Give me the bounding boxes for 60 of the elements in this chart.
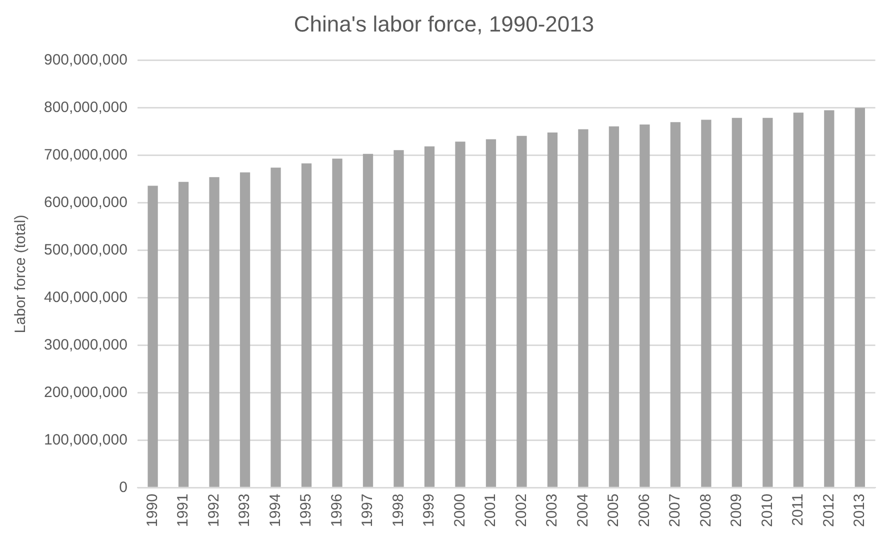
y-tick-label: 200,000,000 — [44, 384, 128, 401]
x-tick-label: 2002 — [512, 494, 530, 528]
x-tick-label: 2000 — [451, 494, 468, 528]
x-tick-label: 2007 — [666, 494, 684, 528]
y-tick-label: 400,000,000 — [44, 288, 128, 306]
x-tick-label: 2011 — [790, 494, 807, 526]
x-tick-label: 1991 — [174, 494, 192, 528]
y-tick-label: 600,000,000 — [44, 194, 128, 211]
y-tick-label: 900,000,000 — [44, 52, 128, 69]
bar — [701, 120, 712, 487]
y-tick-label: 100,000,000 — [44, 431, 128, 448]
x-tick-label: 1998 — [390, 494, 407, 528]
bar — [608, 126, 620, 487]
x-tick-label: 2010 — [758, 494, 776, 528]
y-axis-title: Labor force (total) — [12, 214, 30, 334]
x-tick-label: 1995 — [298, 494, 315, 528]
bar — [178, 182, 189, 487]
x-tick-label: 2009 — [728, 494, 746, 528]
bar — [424, 146, 435, 487]
x-tick-label: 1994 — [266, 494, 284, 528]
bar — [148, 186, 158, 487]
bar — [762, 118, 773, 487]
x-tick-label: 1997 — [359, 494, 376, 528]
bar — [854, 108, 865, 487]
bar — [332, 158, 342, 487]
chart-title: China's labor force, 1990-2013 — [294, 11, 594, 36]
x-tick-label: 2001 — [482, 494, 500, 528]
bar — [732, 118, 742, 487]
x-tick-label: 1996 — [328, 494, 346, 528]
y-tick-label: 500,000,000 — [44, 241, 128, 258]
bar — [486, 139, 496, 487]
bar — [301, 163, 312, 487]
bar — [547, 132, 558, 487]
y-tick-label: 700,000,000 — [44, 146, 128, 164]
y-tick-label: 0 — [119, 478, 128, 496]
bar — [578, 129, 588, 487]
bar — [670, 122, 681, 487]
bar — [793, 112, 804, 487]
x-tick-label: 2013 — [851, 494, 868, 528]
bar — [209, 177, 220, 487]
x-tick-label: 2005 — [605, 494, 622, 528]
y-tick-label: 800,000,000 — [44, 99, 128, 116]
x-tick-label: 2004 — [574, 494, 592, 528]
y-tick-label: 300,000,000 — [44, 336, 128, 354]
x-tick-label: 2006 — [636, 494, 653, 528]
bar — [270, 168, 281, 487]
bar — [516, 136, 527, 487]
bar — [824, 110, 834, 487]
x-tick-label: 2008 — [697, 494, 714, 528]
bar — [455, 142, 466, 487]
x-tick-label: 1990 — [144, 494, 161, 528]
x-tick-label: 2003 — [544, 494, 561, 528]
bar — [640, 124, 650, 487]
x-tick-label: 1993 — [236, 494, 254, 528]
bar — [240, 172, 250, 487]
x-tick-label: 1992 — [205, 494, 222, 528]
bar — [394, 150, 404, 487]
x-tick-label: 1999 — [420, 494, 438, 528]
x-tick-label: 2012 — [820, 494, 838, 528]
bar — [362, 154, 374, 487]
